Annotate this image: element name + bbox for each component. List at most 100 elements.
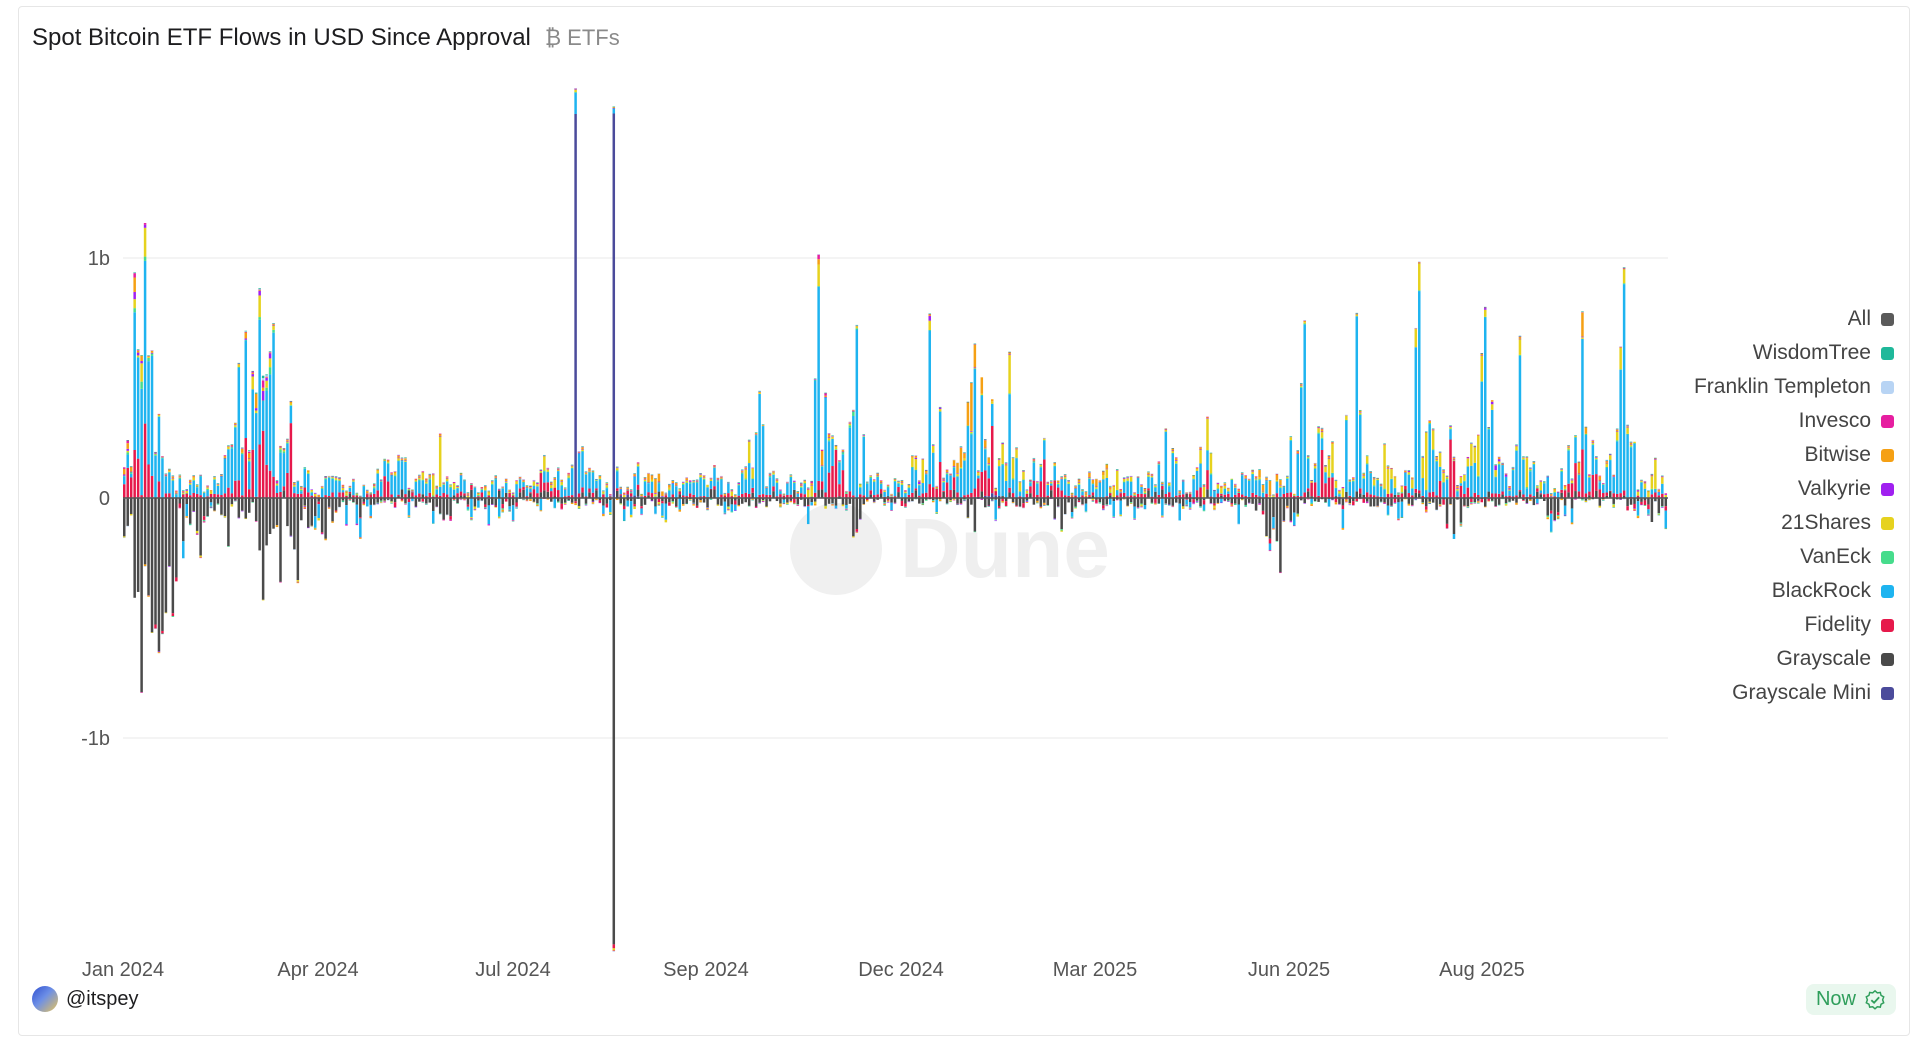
bar-segment-invesco[interactable] [1004,463,1008,464]
bar-segment-grayscale[interactable] [834,498,838,506]
bar-segment-grayscale[interactable] [1227,498,1230,501]
bar-segment-franklin-templeton[interactable] [890,493,893,495]
bar-segment-grayscale[interactable] [272,498,275,529]
bar-segment-fidelity[interactable] [577,493,581,498]
bar-segment-vaneck[interactable] [494,478,497,480]
bar-segment-bitwise[interactable] [1268,480,1272,496]
bar-segment-blackrock[interactable] [1539,490,1543,494]
bar-segment-grayscale[interactable] [931,498,935,501]
bar-segment-franklin-templeton[interactable] [1407,470,1411,471]
bar-segment-vaneck[interactable] [1459,522,1463,524]
bar-segment-blackrock[interactable] [1463,481,1466,494]
bar-segment-vaneck[interactable] [1331,472,1334,474]
bar-segment-valkyrie[interactable] [1199,449,1202,451]
bar-segment-franklin-templeton[interactable] [411,500,414,502]
bar-segment-21shares[interactable] [1362,475,1365,479]
bar-segment-invesco[interactable] [1359,498,1362,500]
bar-segment-vaneck[interactable] [185,493,188,494]
bar-segment-bitwise[interactable] [213,510,216,512]
bar-segment-wisdomtree[interactable] [692,479,695,481]
bar-segment-invesco[interactable] [1345,501,1348,503]
bar-segment-fidelity[interactable] [935,488,938,498]
bar-segment-fidelity[interactable] [188,495,192,498]
bar-segment-21shares[interactable] [1004,465,1008,481]
bar-segment-blackrock[interactable] [466,506,470,510]
bar-segment-fidelity[interactable] [1428,492,1431,498]
bar-segment-fidelity[interactable] [754,506,758,508]
bar-segment-wisdomtree[interactable] [463,479,466,481]
bar-segment-blackrock[interactable] [723,501,727,513]
bar-segment-valkyrie[interactable] [168,566,171,567]
bar-segment-fidelity[interactable] [584,496,588,498]
bar-segment-invesco[interactable] [230,444,234,446]
bar-segment-vaneck[interactable] [775,482,779,484]
bar-segment-wisdomtree[interactable] [1004,462,1008,464]
bar-segment-21shares[interactable] [1511,468,1515,470]
bar-segment-blackrock[interactable] [716,481,720,498]
bar-segment-blackrock[interactable] [400,461,404,490]
bar-segment-fidelity[interactable] [820,481,824,490]
bar-segment-fidelity[interactable] [182,494,185,498]
bar-segment-vaneck[interactable] [383,460,386,462]
bar-segment-blackrock[interactable] [1289,440,1293,493]
bar-segment-vaneck[interactable] [1115,489,1119,491]
bar-segment-vaneck[interactable] [525,487,529,489]
bar-segment-wisdomtree[interactable] [418,474,421,476]
bar-segment-blackrock[interactable] [1178,503,1181,521]
bar-segment-fidelity[interactable] [845,493,848,498]
bar-segment-valkyrie[interactable] [1053,518,1056,520]
bar-segment-wisdomtree[interactable] [584,471,588,473]
bar-segment-blackrock[interactable] [671,483,675,495]
bar-segment-valkyrie[interactable] [1185,493,1188,494]
bar-segment-bitwise[interactable] [1518,336,1522,339]
bar-segment-bitwise[interactable] [1105,464,1109,469]
bar-segment-invesco[interactable] [1181,480,1185,481]
bar-segment-invesco[interactable] [1591,440,1595,441]
bar-segment-invesco[interactable] [1379,484,1383,485]
legend-item-grayscale[interactable]: Grayscale [1694,642,1894,676]
bar-segment-vaneck[interactable] [1525,487,1529,489]
bar-segment-wisdomtree[interactable] [452,500,456,501]
bar-segment-valkyrie[interactable] [504,481,508,482]
bar-segment-bitwise[interactable] [1449,504,1452,505]
bar-segment-bitwise[interactable] [1060,477,1063,479]
bar-segment-fidelity[interactable] [275,493,279,498]
bar-segment-vaneck[interactable] [1279,487,1282,489]
bar-segment-21shares[interactable] [695,481,699,483]
bar-segment-franklin-templeton[interactable] [1199,446,1202,448]
bar-segment-bitwise[interactable] [140,355,143,362]
bar-segment-bitwise[interactable] [1563,485,1567,488]
bar-segment-grayscale[interactable] [786,498,789,503]
bar-segment-vaneck[interactable] [1511,469,1515,471]
bar-segment-valkyrie[interactable] [1025,501,1029,503]
bar-segment-valkyrie[interactable] [1310,480,1313,482]
bar-segment-blackrock[interactable] [1126,481,1129,497]
bar-segment-21shares[interactable] [185,490,188,494]
bar-segment-blackrock[interactable] [1581,338,1584,450]
bar-segment-21shares[interactable] [779,503,782,505]
bar-segment-fidelity[interactable] [386,481,390,498]
bar-segment-blackrock[interactable] [411,498,414,501]
bar-segment-grayscale[interactable] [185,498,188,504]
bar-segment-grayscale[interactable] [1424,498,1428,507]
bar-segment-franklin-templeton[interactable] [595,500,598,501]
bar-segment-fidelity[interactable] [1275,493,1279,498]
bar-segment-fidelity[interactable] [1605,492,1609,496]
bar-segment-valkyrie[interactable] [442,482,445,484]
bar-segment-invesco[interactable] [952,499,956,501]
bar-segment-fidelity[interactable] [1626,506,1629,511]
bar-segment-vaneck[interactable] [1501,498,1504,500]
bar-segment-invesco[interactable] [182,490,185,492]
bar-segment-blackrock[interactable] [1074,488,1077,496]
bar-segment-wisdomtree[interactable] [1195,502,1199,503]
bar-segment-valkyrie[interactable] [355,523,359,525]
bar-segment-valkyrie[interactable] [654,493,657,494]
bar-segment-fidelity[interactable] [1355,498,1359,502]
bar-segment-21shares[interactable] [1539,481,1543,491]
bar-segment-grayscale[interactable] [1275,498,1279,541]
bar-segment-bitwise[interactable] [1004,463,1008,465]
bar-segment-blackrock[interactable] [359,518,362,538]
bar-segment-franklin-templeton[interactable] [480,500,484,502]
bar-segment-21shares[interactable] [1549,496,1553,498]
bar-segment-valkyrie[interactable] [695,480,699,482]
